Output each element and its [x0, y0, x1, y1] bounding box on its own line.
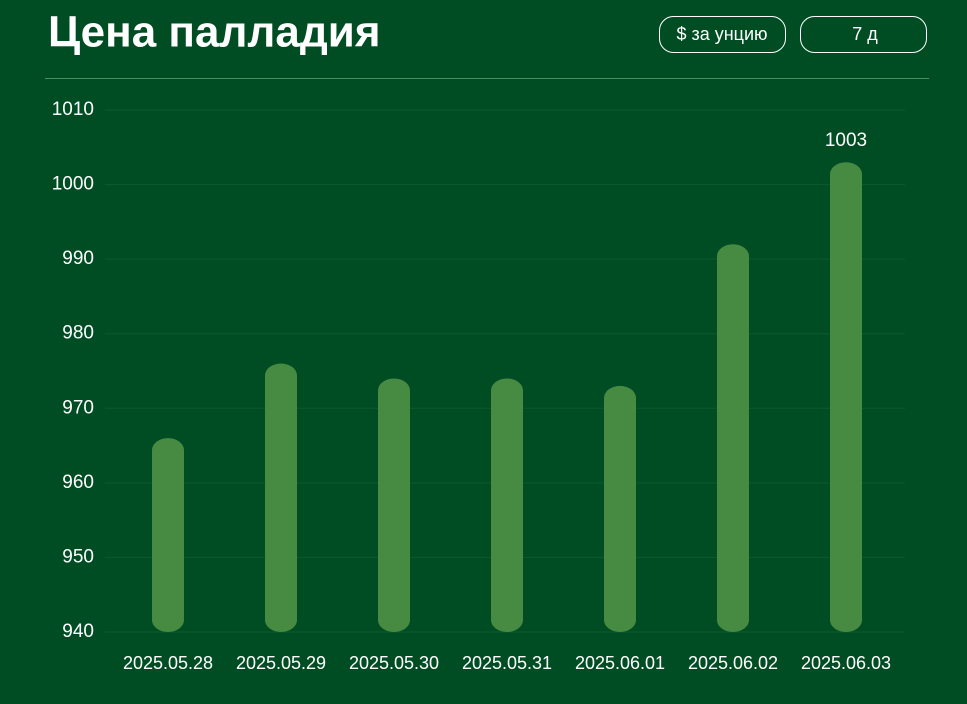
bar [491, 378, 523, 632]
y-tick-label: 940 [62, 621, 94, 642]
x-tick-label: 2025.05.30 [349, 653, 439, 673]
bar [265, 363, 297, 632]
period-button-label[interactable]: 7 д [852, 24, 878, 44]
x-tick-label: 2025.06.03 [801, 653, 891, 673]
y-tick-label: 990 [62, 248, 94, 269]
chart-title: Цена палладия [48, 8, 381, 57]
unit-button-label[interactable]: $ за унцию [676, 24, 767, 44]
x-tick-label: 2025.05.29 [236, 653, 326, 673]
x-tick-label: 2025.06.02 [688, 653, 778, 673]
period-button[interactable] [800, 16, 927, 53]
x-tick-label: 2025.05.31 [462, 653, 552, 673]
data-label: 1003 [825, 130, 867, 151]
x-tick-label: 2025.06.01 [575, 653, 665, 673]
bar [152, 438, 184, 632]
y-tick-label: 1000 [52, 174, 94, 195]
y-tick-label: 1010 [52, 99, 94, 120]
x-tick-label: 2025.05.28 [123, 653, 213, 673]
y-tick-label: 950 [62, 546, 94, 567]
y-tick-label: 980 [62, 323, 94, 344]
unit-button[interactable] [659, 16, 786, 53]
bar [378, 378, 410, 632]
bar [604, 385, 636, 632]
bar [830, 162, 862, 632]
y-tick-label: 960 [62, 472, 94, 493]
bar [717, 244, 749, 632]
y-tick-label: 970 [62, 397, 94, 418]
